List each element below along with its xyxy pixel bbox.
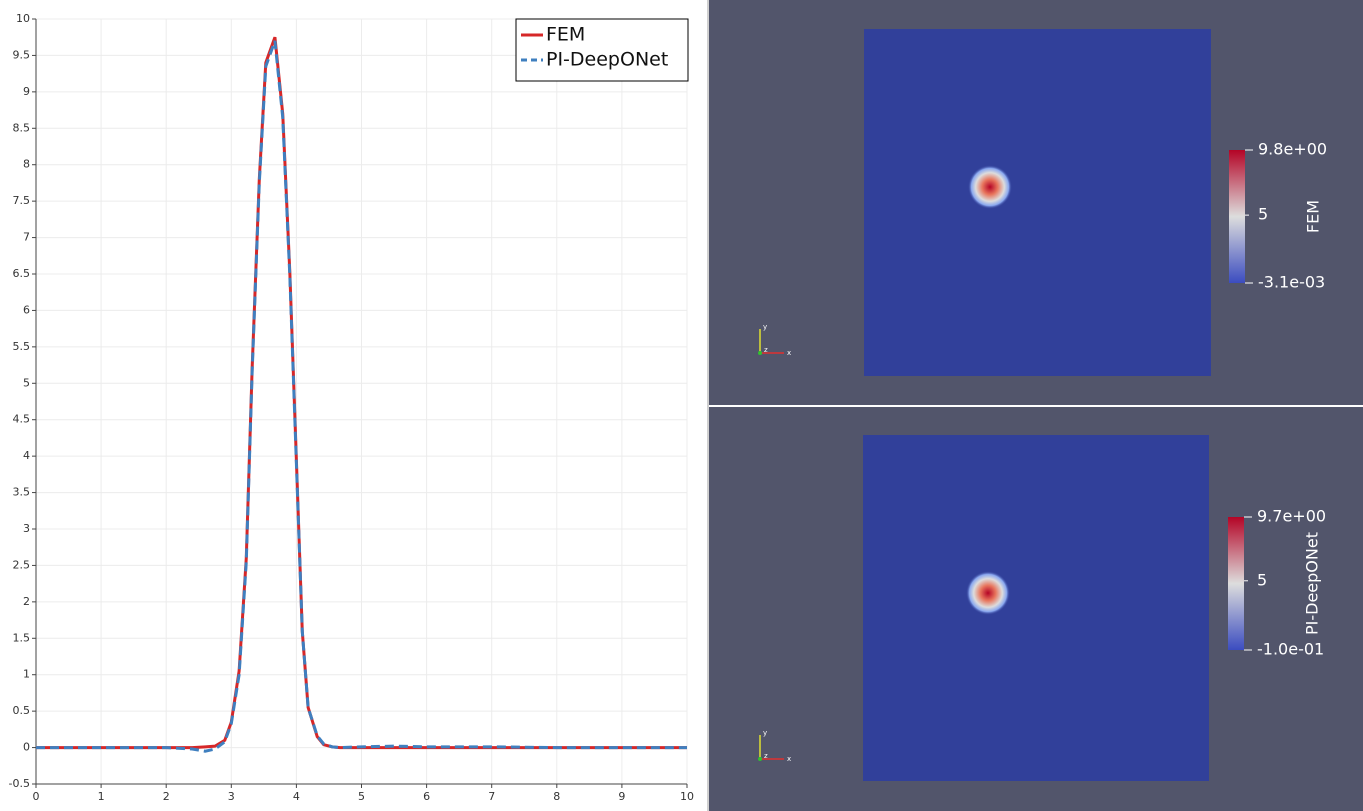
line-chart: -0.500.511.522.533.544.555.566.577.588.5… bbox=[9, 12, 694, 803]
y-tick-label: 1 bbox=[23, 668, 30, 681]
x-tick-label: 2 bbox=[163, 790, 170, 803]
y-tick-label: 9.5 bbox=[13, 48, 31, 61]
field-peak bbox=[966, 571, 1010, 615]
y-tick-label: 2 bbox=[23, 595, 30, 608]
y-tick-label: 0.5 bbox=[13, 704, 31, 717]
axis-letter: y bbox=[763, 323, 767, 331]
x-tick-label: 9 bbox=[618, 790, 625, 803]
colorbar-title: FEM bbox=[1304, 200, 1323, 233]
field-peak bbox=[968, 165, 1012, 209]
axis-letter: x bbox=[787, 349, 791, 357]
splitter bbox=[707, 0, 709, 811]
y-tick-label: 4 bbox=[23, 449, 30, 462]
y-tick-label: 5 bbox=[23, 376, 30, 389]
axis-z bbox=[758, 757, 762, 761]
y-tick-label: 5.5 bbox=[13, 340, 31, 353]
colorbar bbox=[1229, 150, 1245, 283]
y-tick-label: 10 bbox=[16, 12, 30, 25]
y-tick-label: 7 bbox=[23, 231, 30, 244]
x-tick-label: 1 bbox=[98, 790, 105, 803]
legend-label: PI-DeepONet bbox=[546, 49, 668, 71]
colorbar-title: PI-DeepONet bbox=[1303, 532, 1322, 635]
series-line bbox=[36, 40, 687, 753]
colorbar-label: 9.7e+00 bbox=[1257, 507, 1326, 526]
x-tick-label: 10 bbox=[680, 790, 694, 803]
axis-letter: x bbox=[787, 755, 791, 763]
axis-letter: y bbox=[763, 729, 767, 737]
splitter bbox=[709, 405, 1363, 407]
chart-panel bbox=[0, 0, 707, 811]
colorbar bbox=[1228, 517, 1244, 650]
y-tick-label: 2.5 bbox=[13, 558, 31, 571]
axis-letter: z bbox=[764, 346, 768, 354]
x-tick-label: 7 bbox=[488, 790, 495, 803]
x-tick-label: 0 bbox=[33, 790, 40, 803]
y-tick-label: 7.5 bbox=[13, 194, 31, 207]
render-domain bbox=[864, 29, 1211, 376]
colorbar-label: 9.8e+00 bbox=[1258, 140, 1327, 159]
y-tick-label: 3.5 bbox=[13, 486, 31, 499]
colorbar-label: 5 bbox=[1257, 570, 1267, 589]
y-tick-label: 9 bbox=[23, 85, 30, 98]
x-tick-label: 8 bbox=[553, 790, 560, 803]
x-tick-label: 5 bbox=[358, 790, 365, 803]
y-tick-label: 6 bbox=[23, 303, 30, 316]
axis-z bbox=[758, 351, 762, 355]
y-tick-label: 8.5 bbox=[13, 121, 31, 134]
y-tick-label: 6.5 bbox=[13, 267, 31, 280]
y-tick-label: 3 bbox=[23, 522, 30, 535]
y-tick-label: -0.5 bbox=[9, 777, 30, 790]
legend-box bbox=[515, 18, 689, 82]
axis-letter: z bbox=[764, 752, 768, 760]
colorbar-label: -3.1e-03 bbox=[1258, 273, 1325, 292]
legend-label: FEM bbox=[546, 24, 585, 46]
render-views: -3.1e-03 9.8e+00 5 FEM x y z -1.0e-01 9.7e+00 5 PI… bbox=[758, 140, 1327, 763]
y-tick-label: 8 bbox=[23, 158, 30, 171]
x-tick-label: 6 bbox=[423, 790, 430, 803]
y-tick-label: 1.5 bbox=[13, 631, 31, 644]
colorbar-label: 5 bbox=[1258, 205, 1268, 224]
render-domain bbox=[863, 435, 1209, 781]
colorbar-label: -1.0e-01 bbox=[1257, 640, 1324, 659]
y-tick-label: 0 bbox=[23, 741, 30, 754]
y-tick-label: 4.5 bbox=[13, 413, 31, 426]
x-tick-label: 3 bbox=[228, 790, 235, 803]
x-tick-label: 4 bbox=[293, 790, 300, 803]
